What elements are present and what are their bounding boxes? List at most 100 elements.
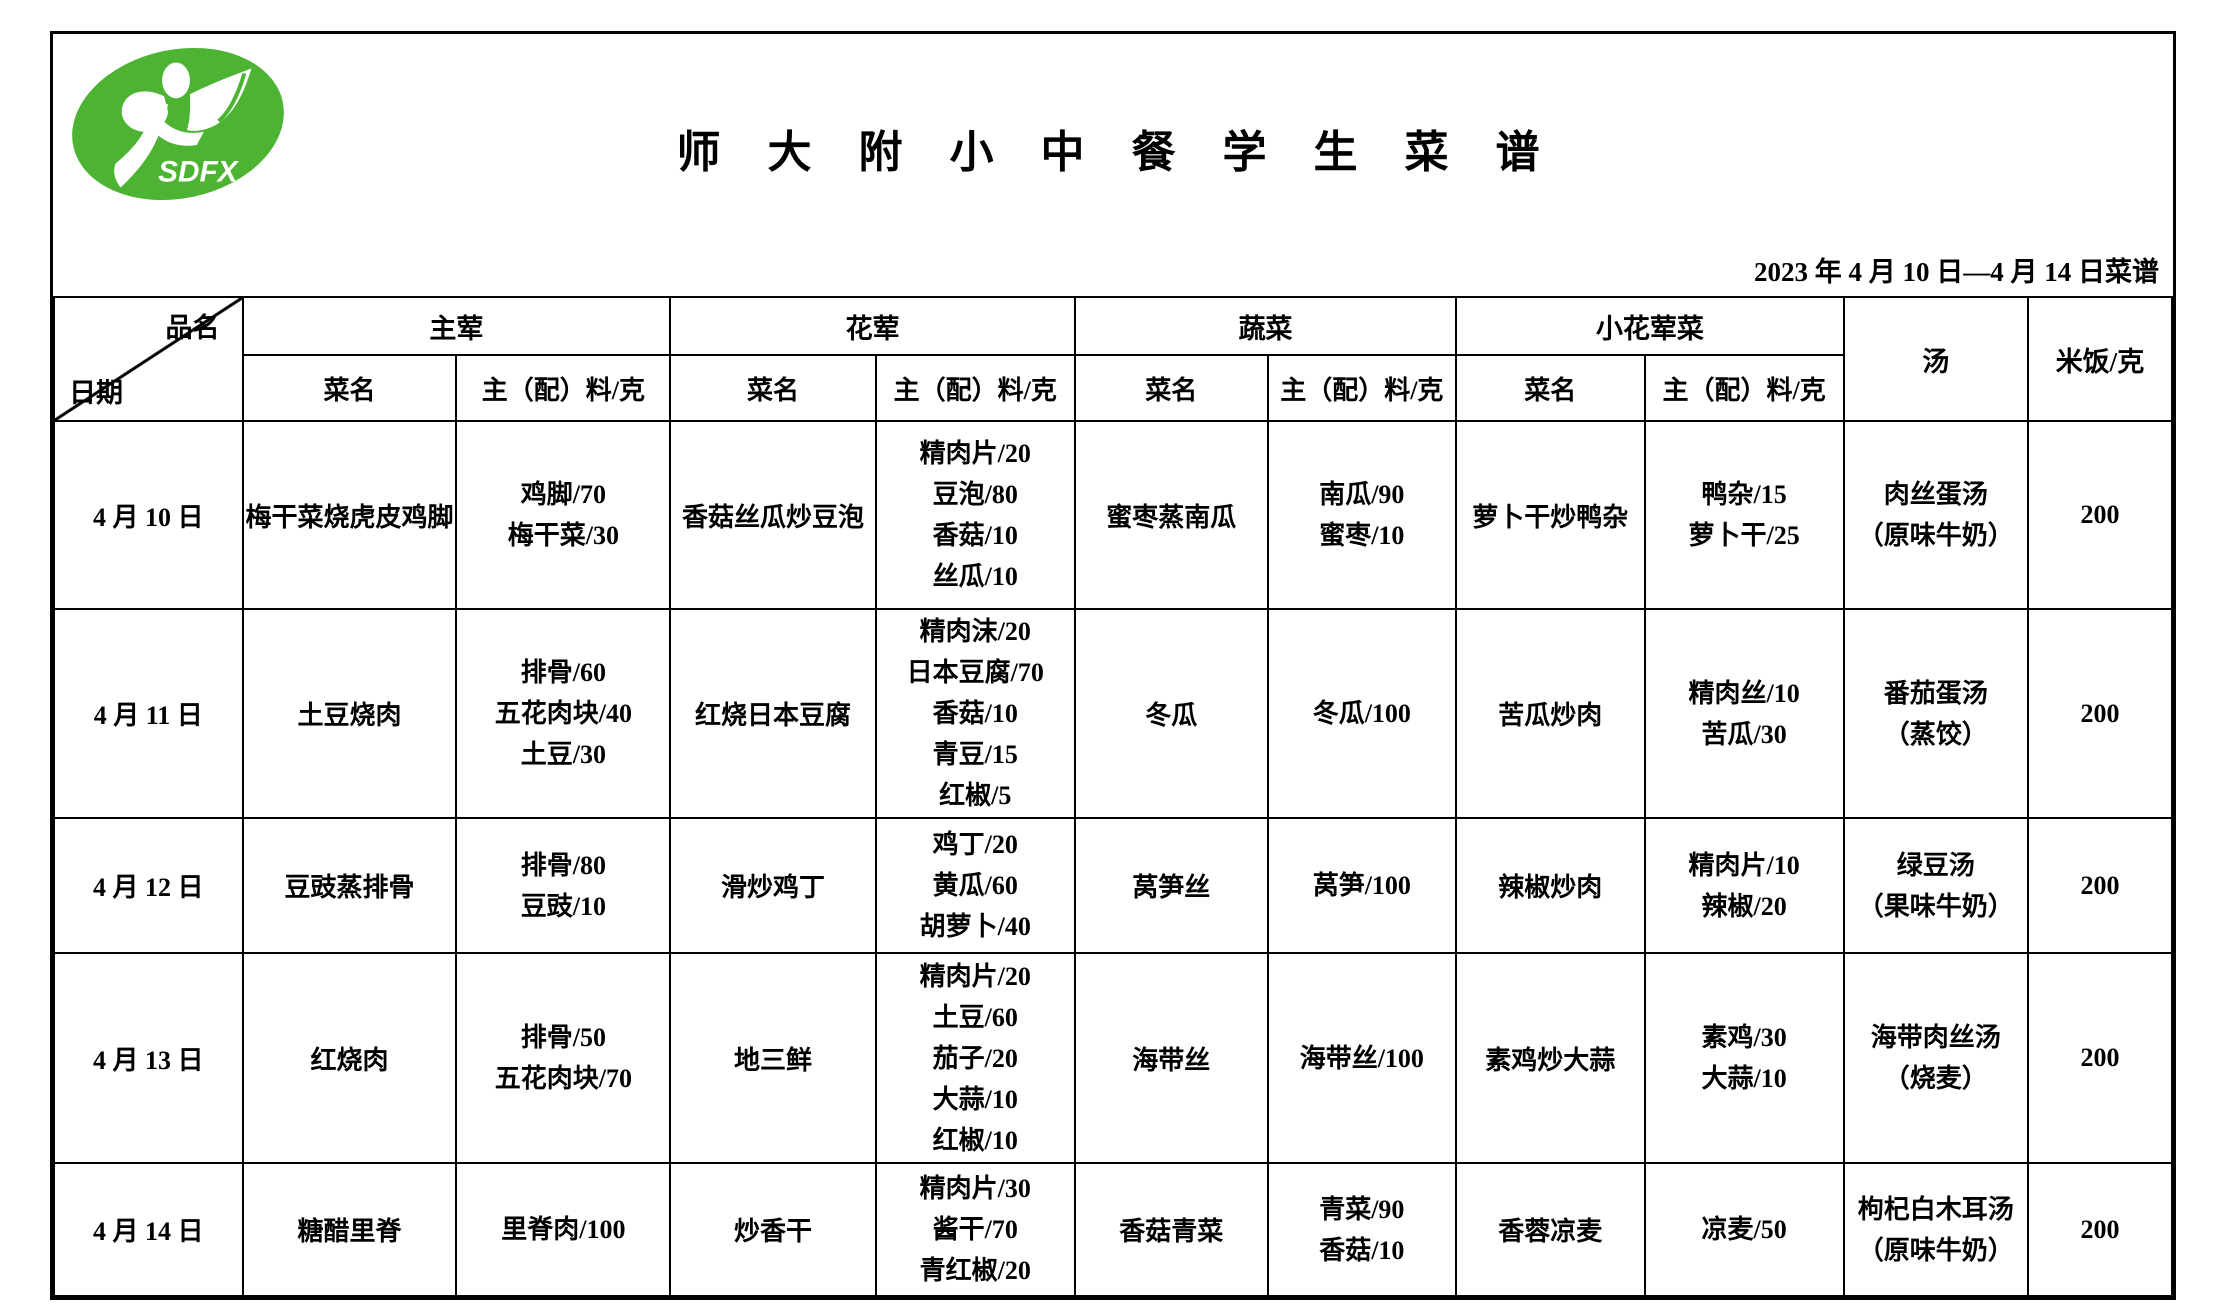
main-meat-ingredients-cell-line: 排骨/50 [520, 1023, 606, 1052]
main-meat-dish-cell: 土豆烧肉 [241, 608, 458, 819]
date-cell: 4 月 11 日 [53, 608, 244, 819]
soup-cell-line: （烧麦） [1883, 1064, 1988, 1093]
page-title: 师 大 附 小 中 餐 学 生 菜 谱 [676, 128, 1550, 177]
subheader-dish: 菜名 [1073, 354, 1269, 422]
header-group-row: 品名 日期 主荤 花荤 蔬菜 小花荤菜 汤 米饭/克 [53, 296, 2174, 422]
rice-cell: 200 [2026, 420, 2174, 610]
half-meat-ingredients-cell-line: 红椒/5 [939, 781, 1012, 810]
half-meat-dish-cell: 红烧日本豆腐 [669, 608, 877, 819]
main-meat-dish-cell: 豆豉蒸排骨 [241, 817, 458, 954]
rice-cell: 200 [2026, 1162, 2174, 1297]
soup-cell-line: 海带肉丝汤 [1870, 1023, 2001, 1052]
small-dish-ingredients-cell: 鸭杂/15 萝卜干/25 [1643, 420, 1845, 610]
half-meat-ingredients-cell-line: 日本豆腐/70 [906, 658, 1044, 687]
main-meat-ingredients-cell-line: 五花肉块/70 [494, 1064, 632, 1093]
half-meat-ingredients-cell: 精肉沫/20 日本豆腐/70 香菇/10 青豆/15 红椒/5 [874, 608, 1076, 819]
small-dish-dish-cell: 香蓉凉麦 [1455, 1162, 1646, 1297]
vegetable-ingredients-cell-line: 莴笋/100 [1312, 871, 1411, 900]
small-dish-ingredients-cell-line: 辣椒/20 [1701, 891, 1787, 921]
vegetable-ingredients-cell-line: 海带丝/100 [1299, 1043, 1424, 1073]
subheader-ingredients: 主（配）料/克 [874, 354, 1076, 422]
group-header-small-dish: 小花荤菜 [1455, 296, 1845, 356]
small-dish-ingredients-cell: 素鸡/30 大蒜/10 [1643, 952, 1845, 1164]
main-meat-ingredients-cell-line: 五花肉块/40 [494, 699, 632, 728]
half-meat-dish-cell: 香菇丝瓜炒豆泡 [669, 420, 877, 610]
half-meat-ingredients-cell: 精肉片/20 土豆/60 茄子/20 大蒜/10 红椒/10 [874, 952, 1076, 1164]
vegetable-ingredients-cell: 莴笋/100 [1266, 817, 1458, 954]
main-meat-dish-cell: 梅干菜烧虎皮鸡脚 [241, 420, 458, 610]
soup-cell: 枸杞白木耳汤 （原味牛奶） [1842, 1162, 2029, 1297]
half-meat-ingredients-cell-line: 土豆/60 [932, 1002, 1018, 1032]
half-meat-ingredients-cell-line: 大蒜/10 [932, 1084, 1018, 1114]
vegetable-dish-cell: 蜜枣蒸南瓜 [1073, 420, 1269, 610]
vegetable-dish-cell: 冬瓜 [1073, 608, 1269, 819]
vegetable-ingredients-cell-line: 冬瓜/100 [1312, 699, 1411, 728]
half-meat-ingredients-cell-line: 豆泡/80 [932, 480, 1018, 509]
soup-cell: 海带肉丝汤 （烧麦） [1842, 952, 2029, 1164]
vegetable-ingredients-cell: 海带丝/100 [1266, 952, 1458, 1164]
small-dish-ingredients-cell: 凉麦/50 [1643, 1162, 1845, 1297]
soup-cell: 番茄蛋汤 （蒸饺） [1842, 608, 2029, 819]
main-meat-dish-cell: 红烧肉 [241, 952, 458, 1164]
small-dish-dish-cell: 素鸡炒大蒜 [1455, 952, 1646, 1164]
half-meat-ingredients-cell-line: 红椒/10 [932, 1125, 1018, 1155]
main-meat-ingredients-cell: 排骨/60 五花肉块/40 土豆/30 [455, 608, 672, 819]
rice-cell: 200 [2026, 608, 2174, 819]
half-meat-dish-cell: 滑炒鸡丁 [669, 817, 877, 954]
half-meat-ingredients-cell-line: 丝瓜/10 [932, 562, 1018, 591]
half-meat-ingredients-cell: 鸡丁/20 黄瓜/60 胡萝卜/40 [874, 817, 1076, 954]
half-meat-ingredients-cell-line: 青豆/15 [932, 740, 1018, 769]
half-meat-ingredients-cell: 精肉片/30 酱干/70 青红椒/20 [874, 1162, 1076, 1297]
vegetable-ingredients-cell-line: 南瓜/90 [1319, 480, 1405, 509]
small-dish-ingredients-cell-line: 鸭杂/15 [1701, 480, 1787, 509]
menu-table: 品名 日期 主荤 花荤 蔬菜 小花荤菜 汤 米饭/克 菜名 主（配）料/克 菜名… [53, 296, 2174, 1297]
document-frame: SDFX 师 大 附 小 中 餐 学 生 菜 谱 2023 年 4 月 10 日… [50, 31, 2176, 1300]
group-header-vegetable: 蔬菜 [1073, 296, 1458, 356]
subheader-ingredients: 主（配）料/克 [455, 354, 672, 422]
vegetable-ingredients-cell: 青菜/90 香菇/10 [1266, 1162, 1458, 1297]
date-cell: 4 月 13 日 [53, 952, 244, 1164]
vegetable-dish-cell: 海带丝 [1073, 952, 1269, 1164]
document-header: SDFX 师 大 附 小 中 餐 学 生 菜 谱 2023 年 4 月 10 日… [53, 34, 2173, 296]
group-header-main-meat: 主荤 [241, 296, 672, 356]
vegetable-dish-cell: 莴笋丝 [1073, 817, 1269, 954]
half-meat-ingredients-cell-line: 茄子/20 [932, 1043, 1018, 1073]
small-dish-ingredients-cell-line: 精肉片/10 [1688, 850, 1800, 880]
small-dish-ingredients-cell-line: 凉麦/50 [1701, 1215, 1787, 1244]
main-meat-dish-cell: 糖醋里脊 [241, 1162, 458, 1297]
soup-cell-line: （果味牛奶） [1857, 891, 2014, 921]
half-meat-ingredients-cell-line: 精肉片/20 [919, 439, 1031, 468]
small-dish-ingredients-cell: 精肉片/10 辣椒/20 [1643, 817, 1845, 954]
vegetable-ingredients-cell-line: 青菜/90 [1319, 1194, 1405, 1224]
subheader-ingredients: 主（配）料/克 [1643, 354, 1845, 422]
vegetable-dish-cell: 香菇青菜 [1073, 1162, 1269, 1297]
small-dish-dish-cell: 辣椒炒肉 [1455, 817, 1646, 954]
rice-header: 米饭/克 [2026, 296, 2174, 422]
half-meat-ingredients-cell-line: 精肉片/20 [919, 961, 1031, 991]
school-logo-icon: SDFX [72, 47, 284, 201]
subheader-ingredients: 主（配）料/克 [1266, 354, 1458, 422]
date-cell: 4 月 10 日 [53, 420, 244, 610]
small-dish-ingredients-cell-line: 苦瓜/30 [1701, 719, 1787, 749]
subheader-dish: 菜名 [669, 354, 877, 422]
header-sub-row: 菜名 主（配）料/克 菜名 主（配）料/克 菜名 主（配）料/克 菜名 主（配）… [54, 354, 2172, 422]
vegetable-ingredients-cell: 南瓜/90 蜜枣/10 [1266, 420, 1458, 610]
half-meat-ingredients-cell-line: 青红椒/20 [919, 1256, 1031, 1285]
small-dish-ingredients-cell-line: 大蒜/10 [1701, 1064, 1787, 1093]
small-dish-ingredients-cell-line: 素鸡/30 [1701, 1023, 1787, 1052]
half-meat-ingredients-cell: 精肉片/20 豆泡/80 香菇/10 丝瓜/10 [874, 420, 1076, 610]
small-dish-dish-cell: 苦瓜炒肉 [1455, 608, 1646, 819]
rice-cell: 200 [2026, 817, 2174, 954]
svg-text:SDFX: SDFX [158, 155, 239, 188]
main-meat-ingredients-cell-line: 排骨/80 [520, 850, 606, 880]
half-meat-ingredients-cell-line: 酱干/70 [932, 1215, 1018, 1244]
corner-label-riqi: 日期 [69, 378, 123, 408]
half-meat-ingredients-cell-line: 香菇/10 [932, 521, 1018, 550]
date-cell: 4 月 14 日 [53, 1162, 244, 1297]
menu-row: 4 月 13 日红烧肉 排骨/50 五花肉块/70 地三鲜 精肉片/20 土豆/60 茄子/… [53, 952, 2174, 1164]
half-meat-dish-cell: 地三鲜 [669, 952, 877, 1164]
soup-cell-line: （蒸饺） [1883, 719, 1988, 749]
half-meat-ingredients-cell-line: 黄瓜/60 [932, 871, 1018, 900]
vegetable-ingredients-cell-line: 香菇/10 [1319, 1235, 1405, 1265]
